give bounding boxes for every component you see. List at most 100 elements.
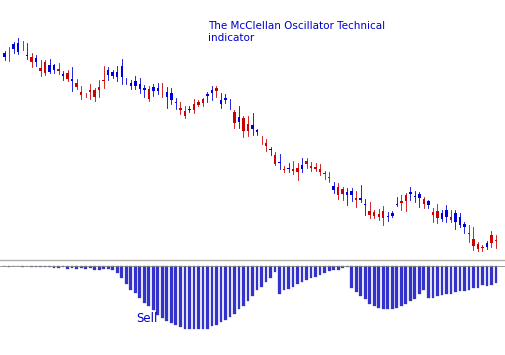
Bar [328,266,330,272]
Bar [391,213,393,216]
Bar [463,224,466,227]
Bar [341,189,344,194]
Bar [152,87,155,91]
Bar [35,266,37,267]
Bar [98,266,100,270]
Bar [269,149,272,150]
Bar [48,266,51,267]
Bar [44,266,46,267]
Bar [463,266,466,291]
Bar [346,266,348,267]
Bar [265,143,267,146]
Bar [192,266,195,329]
Bar [454,266,457,291]
Bar [98,87,100,91]
Bar [116,266,119,273]
Bar [206,266,209,329]
Bar [260,266,263,286]
Bar [201,99,204,103]
Bar [197,266,200,329]
Bar [423,266,425,290]
Bar [301,266,304,282]
Bar [287,266,290,289]
Bar [278,266,281,294]
Bar [414,196,416,197]
Bar [441,213,443,219]
Bar [62,266,65,267]
Bar [39,68,42,71]
Bar [414,266,416,299]
Bar [350,266,353,288]
Bar [211,90,213,93]
Bar [314,266,317,277]
Bar [256,266,259,290]
Bar [477,266,479,288]
Bar [490,235,493,243]
Bar [319,169,321,173]
Bar [229,106,231,107]
Text: Sell: Sell [136,312,157,324]
Bar [472,266,475,288]
Bar [454,213,457,223]
Bar [296,266,299,284]
Bar [373,266,376,306]
Bar [215,266,218,326]
Bar [242,118,245,131]
Bar [57,266,60,268]
Bar [283,266,285,290]
Bar [58,69,60,71]
Bar [8,266,11,267]
Bar [323,266,326,273]
Bar [368,266,371,304]
Bar [138,84,141,89]
Bar [468,266,470,290]
Bar [84,266,87,269]
Bar [3,53,6,57]
Bar [170,266,173,323]
Bar [481,247,484,248]
Bar [201,266,204,329]
Bar [80,92,82,95]
Bar [360,197,362,200]
Bar [188,109,190,110]
Bar [138,266,141,299]
Bar [116,72,119,77]
Bar [400,266,402,306]
Bar [382,266,385,309]
Bar [495,240,497,241]
Bar [233,266,236,314]
Bar [350,191,353,195]
Bar [220,266,222,322]
Bar [93,266,96,270]
Bar [486,243,488,247]
Bar [238,266,240,309]
Bar [296,168,299,172]
Bar [378,214,380,217]
Bar [427,201,430,205]
Bar [256,130,258,132]
Bar [125,266,128,284]
Bar [436,266,439,296]
Bar [143,88,145,89]
Bar [287,168,290,169]
Bar [220,100,222,104]
Bar [30,57,33,62]
Bar [161,266,164,318]
Bar [134,81,136,86]
Bar [188,266,191,329]
Bar [157,266,159,315]
Bar [247,124,249,131]
Text: The McClellan Oscillator Technical
indicator: The McClellan Oscillator Technical indic… [208,21,385,43]
Bar [405,266,407,305]
Bar [129,83,132,86]
Bar [147,266,150,306]
Bar [459,217,461,225]
Bar [369,211,371,214]
Bar [242,266,245,306]
Bar [89,90,91,92]
Bar [306,160,308,164]
Bar [486,266,488,286]
Bar [71,79,73,81]
Bar [377,266,380,308]
Bar [53,65,56,70]
